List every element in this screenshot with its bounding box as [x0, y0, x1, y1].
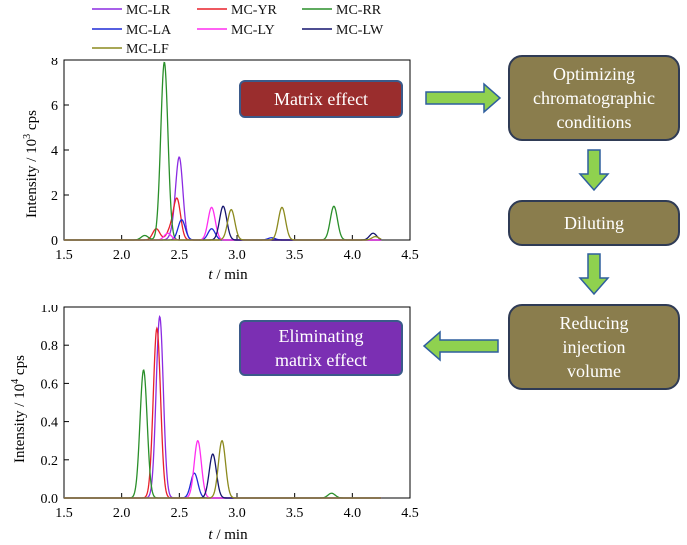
bottom-y-tick-label: 0.4 [41, 416, 59, 431]
legend-label-mc-lf: MC-LF [126, 42, 169, 57]
reducing-injection-volume-box: Reducing injection volume [508, 304, 680, 390]
bottom-chromatogram: 1.5 2.0 2.5 3.0 3.5 4.0 4.50.00.20.40.60.81.0 … [10, 305, 419, 543]
legend-label-mc-lw: MC-LW [336, 23, 384, 38]
top-x-tick-label: 4.5 [401, 248, 419, 263]
bottom-x-tick-label: 3.0 [228, 506, 246, 521]
legend-label-mc-ly: MC-LY [231, 23, 275, 38]
legend-label-mc-yr: MC-YR [231, 3, 278, 18]
matrix-effect-label: Matrix effect [239, 80, 403, 118]
bottom-x-tick-label: 2.5 [171, 506, 189, 521]
top-series-mc-ly [64, 206, 382, 241]
eliminating-text-line1: Eliminating [278, 326, 364, 346]
top-x-tick-label: 4.0 [344, 248, 362, 263]
bottom-x-tick-label: 1.5 [55, 506, 73, 521]
legend-label-mc-la: MC-LA [126, 23, 172, 38]
step1-line2: chromatographic [533, 88, 655, 108]
bottom-x-axis-label: t / min [208, 527, 248, 543]
matrix-effect-text: Matrix effect [273, 88, 369, 109]
legend-label-mc-lr: MC-LR [126, 3, 171, 18]
top-y-axis-label: Intensity / 103 cps [22, 110, 40, 218]
top-x-tick-label: 2.0 [113, 248, 131, 263]
bottom-x-tick-label: 4.0 [344, 506, 362, 521]
top-chromatogram: 1.5 2.0 2.5 3.0 3.5 4.0 4.5 0 2 4 6 8 Intensity / 1… [22, 58, 419, 283]
bottom-x-tick-label: 2.0 [113, 506, 131, 521]
bottom-series-mc-ly [64, 439, 382, 499]
step2-text: Diluting [563, 213, 624, 233]
optimizing-conditions-box: Optimizing chromatographic conditions [508, 55, 680, 141]
bottom-y-tick-label: 0.6 [41, 377, 59, 392]
top-series-mc-lr [64, 156, 382, 241]
top-y-tick-label: 4 [51, 144, 58, 159]
top-series-mc-la [64, 219, 382, 241]
top-x-tick-label: 3.5 [286, 248, 304, 263]
bottom-y-tick-label: 1.0 [41, 305, 59, 316]
eliminating-text-line2: matrix effect [274, 350, 368, 370]
top-y-tick-label: 0 [51, 234, 58, 249]
top-series-mc-yr [64, 197, 382, 241]
bottom-y-tick-label: 0.2 [41, 454, 59, 469]
top-x-axis-label: t / min [208, 267, 248, 283]
step1-line1: Optimizing [553, 64, 635, 84]
chart-legend: MC-LR MC-YR MC-RR MC-LA MC-LY MC-LW MC-LF [92, 3, 384, 57]
bottom-y-tick-label: 0.8 [41, 339, 59, 354]
bottom-series-mc-lw [64, 453, 382, 499]
bottom-series-mc-rr [64, 369, 382, 499]
top-series-mc-lw [64, 205, 382, 241]
bottom-y-axis-label: Intensity / 104 cps [10, 355, 28, 463]
bottom-x-tick-label: 4.5 [401, 506, 419, 521]
right-arrow-icon [425, 82, 502, 114]
bottom-y-tick-label: 0.0 [41, 492, 59, 507]
legend-label-mc-rr: MC-RR [336, 3, 382, 18]
step1-line3: conditions [556, 112, 632, 132]
bottom-series-mc-lf [64, 439, 382, 499]
top-x-tick-label: 2.5 [171, 248, 189, 263]
top-x-tick-label: 3.0 [228, 248, 246, 263]
top-y-tick-label: 8 [51, 58, 58, 69]
step3-line2: injection [562, 337, 626, 357]
top-y-tick-label: 6 [51, 99, 58, 114]
left-arrow-icon [422, 330, 499, 362]
step3-line3: volume [567, 361, 621, 381]
diluting-box: Diluting [508, 200, 680, 246]
top-x-tick-label: 1.5 [55, 248, 73, 263]
bottom-x-tick-label: 3.5 [286, 506, 304, 521]
down-arrow-icon-2 [578, 253, 610, 296]
step3-line1: Reducing [559, 313, 629, 333]
top-y-tick-label: 2 [51, 189, 58, 204]
eliminating-matrix-effect-label: Eliminating matrix effect [239, 320, 403, 376]
down-arrow-icon-1 [578, 149, 610, 192]
top-series-mc-lf [64, 206, 382, 241]
